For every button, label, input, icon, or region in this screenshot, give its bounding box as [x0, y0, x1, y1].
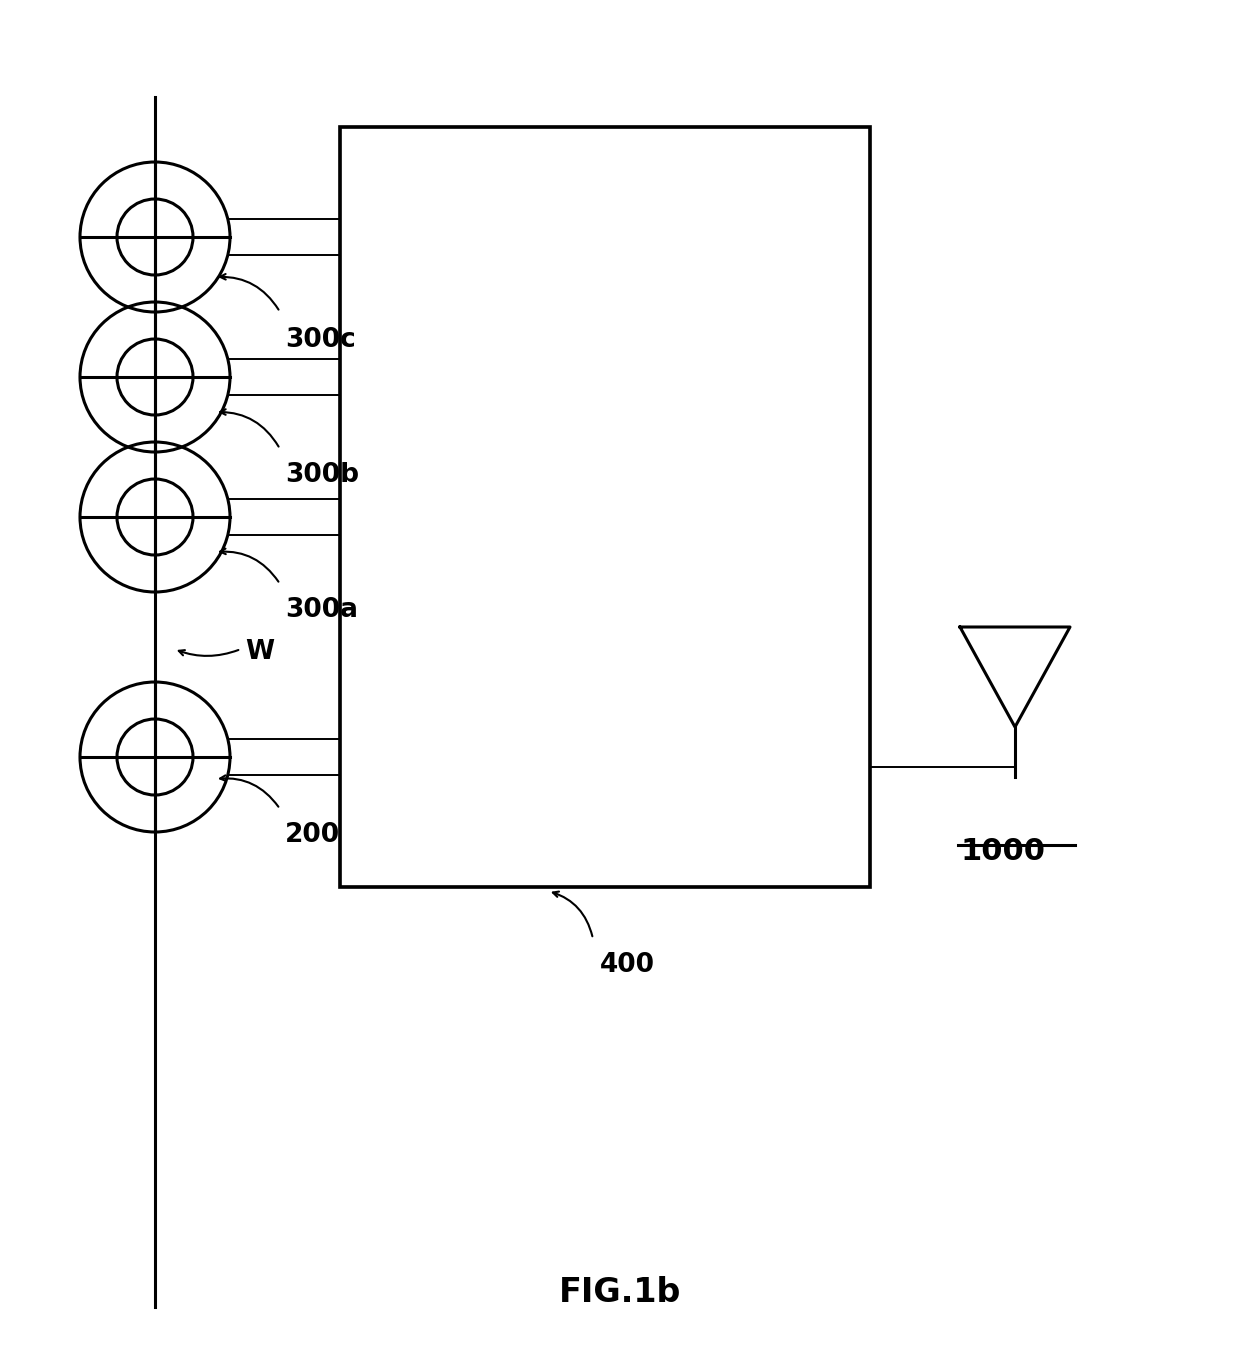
Text: W: W [246, 638, 274, 664]
Text: 300a: 300a [285, 597, 358, 623]
Text: 300b: 300b [285, 462, 360, 488]
Text: FIG.1b: FIG.1b [559, 1275, 681, 1308]
Text: 200: 200 [285, 822, 340, 848]
Bar [340, 127, 870, 887]
Text: 300c: 300c [285, 327, 356, 353]
Text: 400: 400 [600, 951, 655, 977]
Text: 1000: 1000 [960, 837, 1045, 867]
